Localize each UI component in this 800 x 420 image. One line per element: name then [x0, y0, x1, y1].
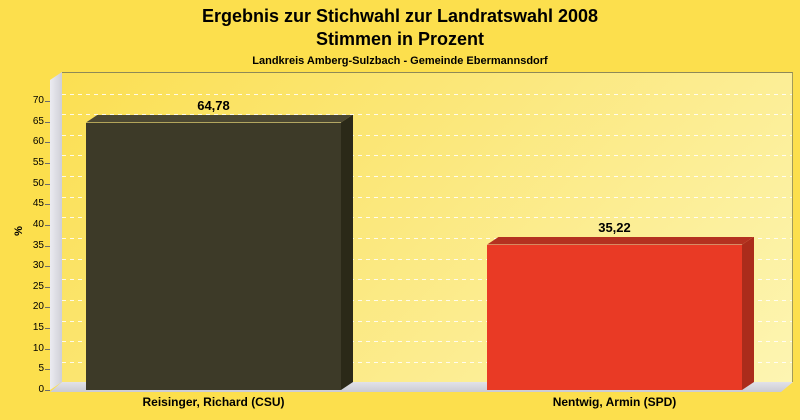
- y-tick-mark-20: [45, 307, 50, 309]
- y-tick-label-0: 0: [38, 384, 44, 395]
- gridline-5: [62, 361, 792, 363]
- chart-title-line2: Stimmen in Prozent: [315, 29, 485, 49]
- y-tick-label-60: 60: [32, 136, 44, 148]
- gridline-55: [62, 155, 792, 157]
- bar-spd: [487, 237, 754, 390]
- gridline-30: [62, 258, 792, 260]
- y-tick-mark-5: [45, 369, 50, 371]
- y-tick-mark-10: [45, 348, 50, 350]
- bar-top-face: [86, 115, 353, 123]
- y-tick-label-45: 45: [32, 198, 44, 210]
- bar-value-label: 35,22: [598, 219, 631, 235]
- y-tick-mark-35: [45, 245, 50, 247]
- bar-front-face: [86, 122, 341, 390]
- gridline-15: [62, 320, 792, 322]
- bar-front-face: [487, 244, 742, 390]
- y-tick-mark-60: [45, 142, 50, 144]
- left-3d-wall: [50, 72, 62, 390]
- gridline-25: [62, 279, 792, 281]
- gridline-10: [62, 341, 792, 343]
- y-tick-label-40: 40: [32, 218, 44, 230]
- chart-subtitle: Landkreis Amberg-Sulzbach - Gemeinde Ebe…: [252, 55, 548, 67]
- category-label-csu: Reisinger, Richard (CSU): [142, 395, 285, 409]
- y-tick-mark-65: [45, 121, 50, 123]
- y-tick-mark-30: [45, 266, 50, 268]
- gridline-35: [62, 238, 792, 239]
- bar-side-face: [742, 237, 754, 390]
- bar-side-face: [341, 115, 353, 390]
- y-tick-label-5: 5: [38, 363, 44, 375]
- bar-value-label: 64,78: [197, 97, 230, 113]
- gridline-50: [62, 176, 792, 178]
- y-tick-mark-55: [45, 162, 50, 164]
- y-tick-mark-40: [45, 224, 50, 226]
- y-tick-label-65: 65: [32, 115, 44, 127]
- y-tick-label-70: 70: [32, 95, 44, 106]
- category-label-spd: Nentwig, Armin (SPD): [552, 395, 677, 409]
- bar-csu: [86, 115, 353, 390]
- chart-title: Ergebnis zur Stichwahl zur Landratswahl …: [201, 6, 599, 26]
- gridline-40: [62, 217, 792, 219]
- gridline-60: [62, 134, 792, 136]
- y-tick-mark-15: [45, 328, 50, 330]
- y-tick-mark-50: [45, 183, 50, 185]
- y-tick-mark-45: [45, 204, 50, 206]
- gridline-20: [62, 299, 792, 301]
- gridline-45: [62, 196, 792, 198]
- y-tick-label-35: 35: [32, 239, 44, 251]
- y-tick-mark-70: [45, 101, 50, 102]
- y-tick-mark-0: [45, 390, 50, 391]
- gridline-65: [62, 114, 792, 116]
- y-tick-label-25: 25: [32, 280, 44, 292]
- gridline-70: [62, 93, 792, 95]
- bar-top-face: [487, 237, 754, 245]
- y-tick-label-55: 55: [32, 156, 44, 168]
- y-tick-label-20: 20: [32, 301, 44, 313]
- floor-3d: [50, 382, 793, 392]
- y-tick-mark-25: [45, 286, 50, 288]
- y-tick-label-15: 15: [32, 322, 44, 334]
- y-tick-label-50: 50: [32, 177, 44, 189]
- y-tick-label-30: 30: [32, 260, 44, 272]
- y-tick-label-10: 10: [32, 342, 44, 354]
